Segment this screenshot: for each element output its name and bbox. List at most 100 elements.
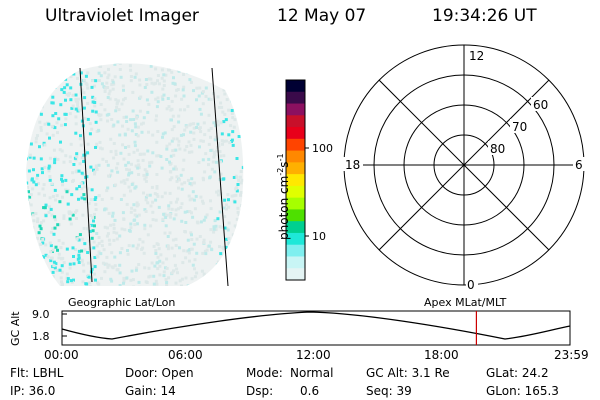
intensity-pixel <box>212 230 216 234</box>
intensity-pixel <box>174 94 178 98</box>
intensity-pixel <box>142 173 146 177</box>
intensity-pixel <box>120 102 124 106</box>
intensity-pixel <box>198 67 202 71</box>
y-label-1-8: 1.8 <box>32 330 50 343</box>
intensity-pixel <box>129 226 133 230</box>
intensity-pixel <box>144 280 148 284</box>
intensity-pixel <box>121 124 124 128</box>
intensity-pixel <box>240 209 243 213</box>
intensity-pixel <box>83 242 87 246</box>
intensity-pixel <box>102 85 106 89</box>
intensity-pixel <box>188 58 191 61</box>
intensity-pixel <box>152 82 156 86</box>
intensity-pixel <box>135 214 139 218</box>
intensity-pixel <box>34 284 38 287</box>
intensity-pixel <box>224 77 228 81</box>
intensity-pixel <box>27 216 31 220</box>
intensity-pixel <box>189 130 193 134</box>
intensity-pixel <box>138 109 142 113</box>
intensity-pixel <box>136 134 140 138</box>
intensity-pixel <box>134 268 138 272</box>
intensity-pixel <box>52 264 56 268</box>
intensity-pixel <box>133 186 137 190</box>
intensity-pixel <box>230 140 233 143</box>
intensity-pixel <box>156 255 160 259</box>
intensity-pixel <box>97 194 101 198</box>
intensity-pixel <box>143 227 147 231</box>
colorbar-segment <box>286 103 305 116</box>
intensity-pixel <box>234 193 238 197</box>
intensity-pixel <box>48 205 51 209</box>
intensity-pixel <box>116 162 120 166</box>
intensity-pixel <box>35 236 39 240</box>
intensity-pixel <box>115 268 119 272</box>
intensity-pixel <box>131 278 135 282</box>
intensity-pixel <box>226 68 230 72</box>
intensity-pixel <box>182 85 186 89</box>
intensity-pixel <box>139 152 143 156</box>
intensity-pixel <box>236 253 240 257</box>
intensity-pixel <box>189 80 193 84</box>
intensity-pixel <box>61 256 65 260</box>
intensity-pixel <box>142 287 145 290</box>
intensity-pixel <box>103 90 107 93</box>
intensity-pixel <box>113 218 117 222</box>
intensity-pixel <box>97 163 101 167</box>
intensity-pixel <box>31 268 35 272</box>
label-mask-60 <box>531 97 553 111</box>
intensity-pixel <box>234 264 238 268</box>
intensity-pixel <box>80 119 84 123</box>
intensity-pixel <box>190 211 193 215</box>
intensity-pixel <box>229 82 233 86</box>
intensity-pixel <box>202 238 206 242</box>
intensity-pixel <box>228 141 232 145</box>
intensity-pixel <box>122 193 126 197</box>
intensity-pixel <box>75 155 79 159</box>
intensity-pixel <box>97 71 101 75</box>
intensity-pixel <box>46 283 50 287</box>
intensity-pixel <box>58 200 62 204</box>
intensity-pixel <box>65 190 69 194</box>
intensity-pixel <box>148 193 152 197</box>
intensity-pixel <box>232 255 236 259</box>
intensity-pixel <box>99 103 103 106</box>
intensity-pixel <box>137 166 141 170</box>
timeline-frame <box>61 310 571 346</box>
x-label-0000: 00:00 <box>44 348 79 362</box>
intensity-pixel <box>37 281 40 285</box>
intensity-pixel <box>134 133 138 136</box>
intensity-pixel <box>108 89 112 93</box>
intensity-pixel <box>39 221 43 225</box>
label-mask-80 <box>488 141 508 155</box>
intensity-pixel <box>111 266 115 270</box>
intensity-pixel <box>182 73 186 76</box>
intensity-pixel <box>138 237 142 241</box>
intensity-pixel <box>75 209 79 213</box>
intensity-pixel <box>137 280 141 284</box>
intensity-pixel <box>43 143 47 147</box>
intensity-pixel <box>190 233 193 237</box>
intensity-pixel <box>224 139 228 143</box>
intensity-pixel <box>242 229 244 233</box>
intensity-pixel <box>125 276 129 280</box>
intensity-pixel <box>235 217 239 221</box>
intensity-pixel <box>199 139 203 143</box>
intensity-pixel <box>68 262 72 266</box>
intensity-pixel <box>69 86 73 90</box>
intensity-pixel <box>162 93 166 97</box>
intensity-pixel <box>47 90 51 94</box>
intensity-pixel <box>115 237 119 241</box>
intensity-pixel <box>41 171 44 175</box>
intensity-pixel <box>170 271 174 275</box>
intensity-pixel <box>62 90 66 94</box>
intensity-pixel <box>136 148 139 152</box>
intensity-pixel <box>48 156 52 160</box>
intensity-pixel <box>147 266 151 270</box>
intensity-pixel <box>73 210 77 214</box>
intensity-pixel <box>109 223 113 227</box>
intensity-pixel <box>78 185 81 188</box>
intensity-pixel <box>195 63 199 64</box>
intensity-pixel <box>246 188 249 191</box>
colorbar-segment <box>286 162 305 175</box>
intensity-pixel <box>172 217 176 221</box>
